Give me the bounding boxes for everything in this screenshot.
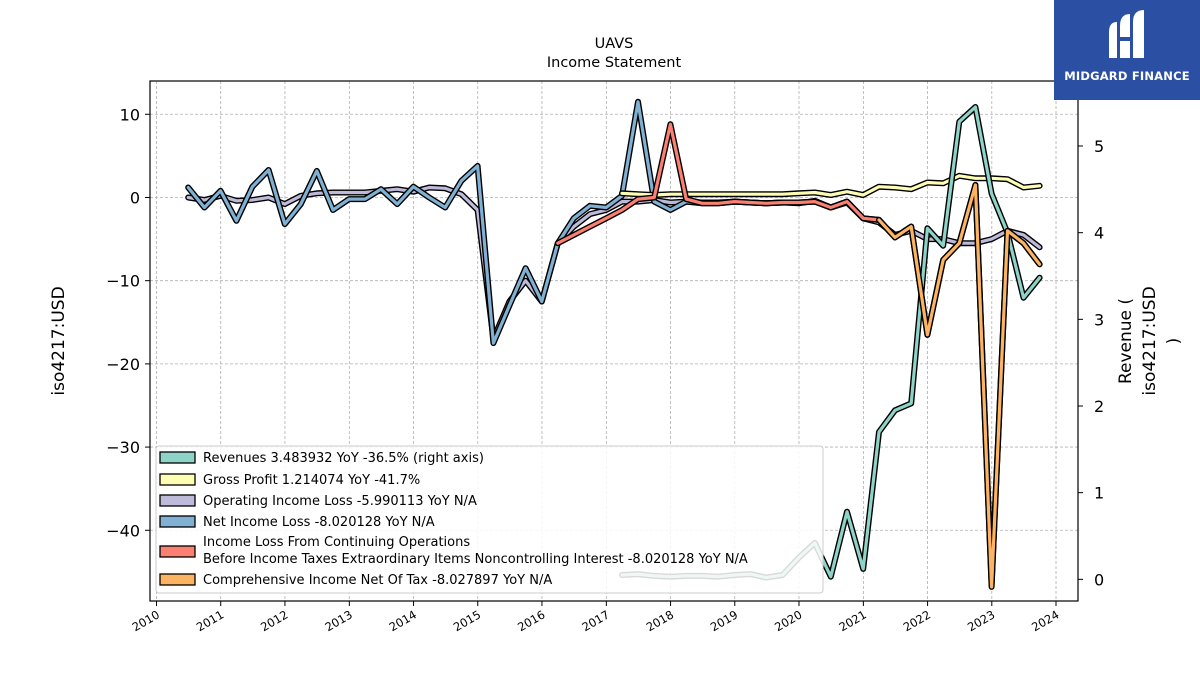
x-tick-label-2022: 2022	[901, 607, 933, 634]
legend-swatch-net-income-loss	[159, 515, 196, 528]
x-tick-label-2010: 2010	[130, 607, 162, 634]
series-operating-income-loss	[185, 184, 1043, 342]
legend-swatch-revenues	[159, 451, 196, 464]
midgard-finance-logo: MIDGARD FINANCE	[1054, 0, 1200, 100]
legend-label-operating-income-loss: Operating Income Loss -5.990113 YoY N/A	[203, 494, 477, 509]
series-comprehensive-income-net-of-tax	[876, 182, 1043, 590]
y-tick-label-right-1: 4	[1094, 224, 1104, 243]
y-tick-label-left-0: 10	[120, 105, 140, 124]
x-tick-label-2020: 2020	[772, 607, 804, 634]
y-axis-label-left: iso4217:USD	[49, 286, 69, 395]
legend-swatch-pretax-income-loss	[159, 545, 196, 558]
series-line-comprehensive-income-net-of-tax	[877, 183, 1042, 589]
series-layer	[185, 98, 1043, 590]
legend-label-revenues: Revenues 3.483932 YoY -36.5% (right axis…	[203, 451, 484, 466]
x-tick-label-2016: 2016	[515, 607, 547, 634]
series-gross-profit	[619, 172, 1043, 198]
y-tick-label-left-1: 0	[130, 188, 140, 207]
x-tick-label-2024: 2024	[1029, 607, 1061, 634]
y-tick-label-right-3: 2	[1094, 397, 1104, 416]
y-axis-label-right-line-2: iso4217:USD	[1140, 286, 1160, 395]
legend-label-net-income-loss: Net Income Loss -8.020128 YoY N/A	[203, 515, 435, 530]
legend-swatch-gross-profit	[159, 473, 196, 486]
y-tick-label-left-2: −10	[106, 272, 140, 291]
logo-text: MIDGARD FINANCE	[1064, 69, 1190, 83]
legend-swatch-operating-income-loss	[159, 494, 196, 507]
legend-label-pretax-income-loss-line-1: Income Loss From Continuing Operations	[203, 535, 470, 550]
y-tick-label-left-5: −40	[106, 521, 140, 540]
x-tick-label-2014: 2014	[387, 607, 419, 634]
y-tick-label-left-3: −20	[106, 355, 140, 374]
series-line-income-loss-from-continuing-operations-b	[556, 122, 881, 245]
y-tick-label-right-2: 3	[1094, 310, 1104, 329]
x-tick-label-2023: 2023	[965, 607, 997, 634]
y-tick-label-right-0: 5	[1094, 137, 1104, 156]
y-tick-label-right-4: 1	[1094, 484, 1104, 503]
legend-box	[155, 445, 824, 594]
y-axis-label-right-line-3: )	[1164, 338, 1184, 345]
plot-frame	[149, 80, 1079, 602]
x-tick-label-2012: 2012	[258, 607, 290, 634]
x-tick-label-2011: 2011	[194, 607, 226, 634]
legend-label-comprehensive-income: Comprehensive Income Net Of Tax -8.02789…	[203, 573, 552, 588]
x-tick-label-2013: 2013	[322, 607, 354, 634]
x-tick-label-2021: 2021	[837, 607, 869, 634]
chart-subtitle: Income Statement	[547, 55, 682, 71]
x-tick-label-2019: 2019	[708, 607, 740, 634]
y-axis-label-right-line-1: Revenue (	[1116, 298, 1136, 384]
x-tick-label-2015: 2015	[451, 607, 483, 634]
legend-swatch-comprehensive-income	[159, 573, 196, 586]
y-tick-label-right-5: 0	[1094, 570, 1104, 589]
series-outline-operating-income-loss	[185, 184, 1043, 342]
series-line-operating-income-loss	[186, 185, 1042, 341]
series-income-loss-from-continuing-operations-b	[554, 121, 882, 247]
y-tick-label-left-4: −30	[106, 438, 140, 457]
legend-label-gross-profit: Gross Profit 1.214074 YoY -41.7%	[203, 473, 420, 488]
legend-label-pretax-income-loss-line-2: Before Income Taxes Extraordinary Items …	[203, 552, 748, 567]
x-tick-label-2018: 2018	[644, 607, 676, 634]
legend: Revenues 3.483932 YoY -36.5% (right axis…	[155, 445, 824, 594]
chart-title: UAVS	[595, 36, 634, 52]
series-line-gross-profit	[620, 174, 1042, 197]
x-tick-label-2017: 2017	[579, 607, 611, 634]
grid	[150, 81, 1078, 601]
midgard-logo-icon	[1109, 10, 1144, 58]
